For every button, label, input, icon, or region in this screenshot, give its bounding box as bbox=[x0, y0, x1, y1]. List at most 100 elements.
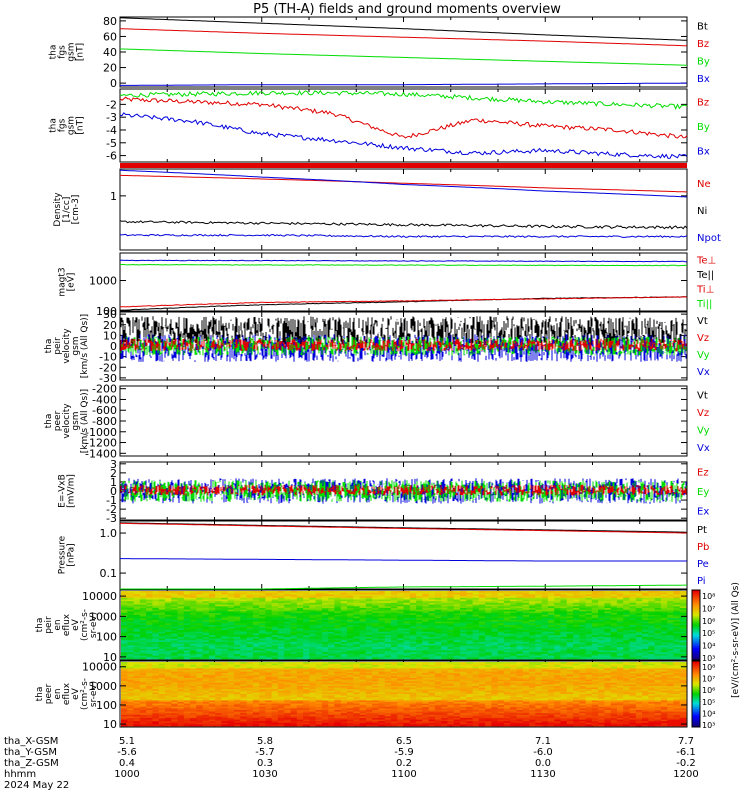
heatmap-cell bbox=[673, 674, 681, 677]
heatmap-cell bbox=[547, 619, 555, 622]
heatmap-cell bbox=[478, 623, 486, 626]
heatmap-cell bbox=[340, 611, 348, 614]
heatmap-cell bbox=[491, 611, 499, 614]
heatmap-cell bbox=[328, 599, 335, 602]
heatmap-cell bbox=[152, 662, 160, 664]
heatmap-cell bbox=[610, 591, 618, 594]
heatmap-cell bbox=[177, 633, 185, 636]
heatmap-cell bbox=[252, 673, 260, 676]
heatmap-cell bbox=[296, 592, 304, 595]
heatmap-cell bbox=[347, 625, 354, 628]
heatmap-cell bbox=[629, 645, 637, 648]
heatmap-cell bbox=[673, 614, 681, 617]
heatmap-cell bbox=[127, 676, 134, 679]
heatmap-cell bbox=[133, 609, 141, 612]
heatmap-cell bbox=[654, 613, 662, 616]
heatmap-cell bbox=[384, 625, 392, 628]
heatmap-cell bbox=[635, 643, 643, 646]
y-axis-label: (cm²-s- bbox=[80, 678, 90, 710]
heatmap-cell bbox=[503, 621, 511, 624]
heatmap-cell bbox=[365, 668, 373, 671]
heatmap-cell bbox=[328, 640, 335, 643]
y-tick-label: -400 bbox=[92, 393, 117, 406]
heatmap-cell bbox=[403, 604, 411, 607]
heatmap-cell bbox=[585, 653, 593, 656]
heatmap-cell bbox=[171, 628, 178, 631]
heatmap-cell bbox=[497, 636, 505, 639]
heatmap-cell bbox=[554, 626, 561, 629]
heatmap-cell bbox=[560, 628, 568, 631]
heatmap-cell bbox=[604, 611, 612, 614]
heatmap-cell bbox=[259, 666, 266, 669]
heatmap-cell bbox=[642, 602, 649, 605]
heatmap-cell bbox=[491, 618, 499, 621]
heatmap-cell bbox=[121, 668, 128, 671]
heatmap-cell bbox=[384, 628, 392, 631]
heatmap-cell bbox=[196, 655, 203, 658]
heatmap-cell bbox=[447, 596, 455, 599]
heatmap-cell bbox=[460, 611, 467, 614]
heatmap-cell bbox=[428, 591, 436, 594]
heatmap-cell bbox=[133, 671, 141, 674]
heatmap-cell bbox=[259, 671, 266, 674]
heatmap-cell bbox=[359, 674, 367, 677]
heatmap-cell bbox=[378, 625, 386, 628]
heatmap-cell bbox=[171, 594, 178, 597]
heatmap-cell bbox=[428, 613, 436, 616]
heatmap-cell bbox=[215, 647, 222, 650]
heatmap-cell bbox=[522, 597, 530, 600]
heatmap-cell bbox=[679, 625, 687, 628]
heatmap-cell bbox=[372, 652, 379, 655]
heatmap-cell bbox=[221, 608, 229, 611]
heatmap-cell bbox=[158, 648, 166, 651]
heatmap-cell bbox=[516, 670, 524, 672]
heatmap-cell bbox=[397, 635, 404, 638]
heatmap-cell bbox=[202, 604, 210, 607]
heatmap-cell bbox=[466, 599, 473, 602]
heatmap-cell bbox=[585, 591, 593, 594]
heatmap-cell bbox=[491, 643, 499, 646]
heatmap-cell bbox=[541, 652, 549, 655]
heatmap-cell bbox=[472, 631, 480, 634]
heatmap-cell bbox=[403, 671, 411, 674]
heatmap-cell bbox=[190, 592, 197, 595]
heatmap-cell bbox=[673, 647, 681, 650]
heatmap-cell bbox=[397, 633, 404, 636]
heatmap-cell bbox=[478, 643, 486, 646]
heatmap-cell bbox=[397, 636, 404, 639]
heatmap-cell bbox=[478, 619, 486, 622]
heatmap-cell bbox=[478, 674, 486, 677]
heatmap-cell bbox=[491, 673, 499, 676]
heatmap-cell bbox=[384, 653, 392, 656]
heatmap-cell bbox=[623, 592, 630, 595]
heatmap-cell bbox=[290, 625, 298, 628]
heatmap-cell bbox=[171, 640, 178, 643]
heatmap-cell bbox=[277, 614, 285, 617]
heatmap-cell bbox=[340, 626, 348, 629]
heatmap-cell bbox=[240, 670, 247, 672]
heatmap-cell bbox=[158, 650, 166, 653]
heatmap-cell bbox=[516, 671, 524, 674]
heatmap-cell bbox=[466, 640, 473, 643]
heatmap-cell bbox=[127, 653, 134, 656]
heatmap-cell bbox=[416, 609, 423, 612]
heatmap-cell bbox=[566, 592, 574, 595]
heatmap-cell bbox=[252, 614, 260, 617]
heatmap-cell bbox=[290, 601, 298, 604]
heatmap-cell bbox=[309, 642, 316, 645]
heatmap-cell bbox=[328, 636, 335, 639]
heatmap-cell bbox=[227, 670, 235, 672]
heatmap-cell bbox=[554, 648, 561, 651]
heatmap-cell bbox=[585, 594, 593, 597]
heatmap-cell bbox=[598, 635, 605, 638]
heatmap-cell bbox=[529, 652, 536, 655]
heatmap-cell bbox=[573, 616, 580, 619]
heatmap-cell bbox=[196, 643, 203, 646]
heatmap-cell bbox=[252, 666, 260, 669]
heatmap-cell bbox=[215, 614, 222, 617]
heatmap-cell bbox=[139, 599, 147, 602]
heatmap-cell bbox=[265, 601, 273, 604]
heatmap-cell bbox=[309, 616, 316, 619]
heatmap-cell bbox=[585, 648, 593, 651]
heatmap-cell bbox=[246, 652, 254, 655]
